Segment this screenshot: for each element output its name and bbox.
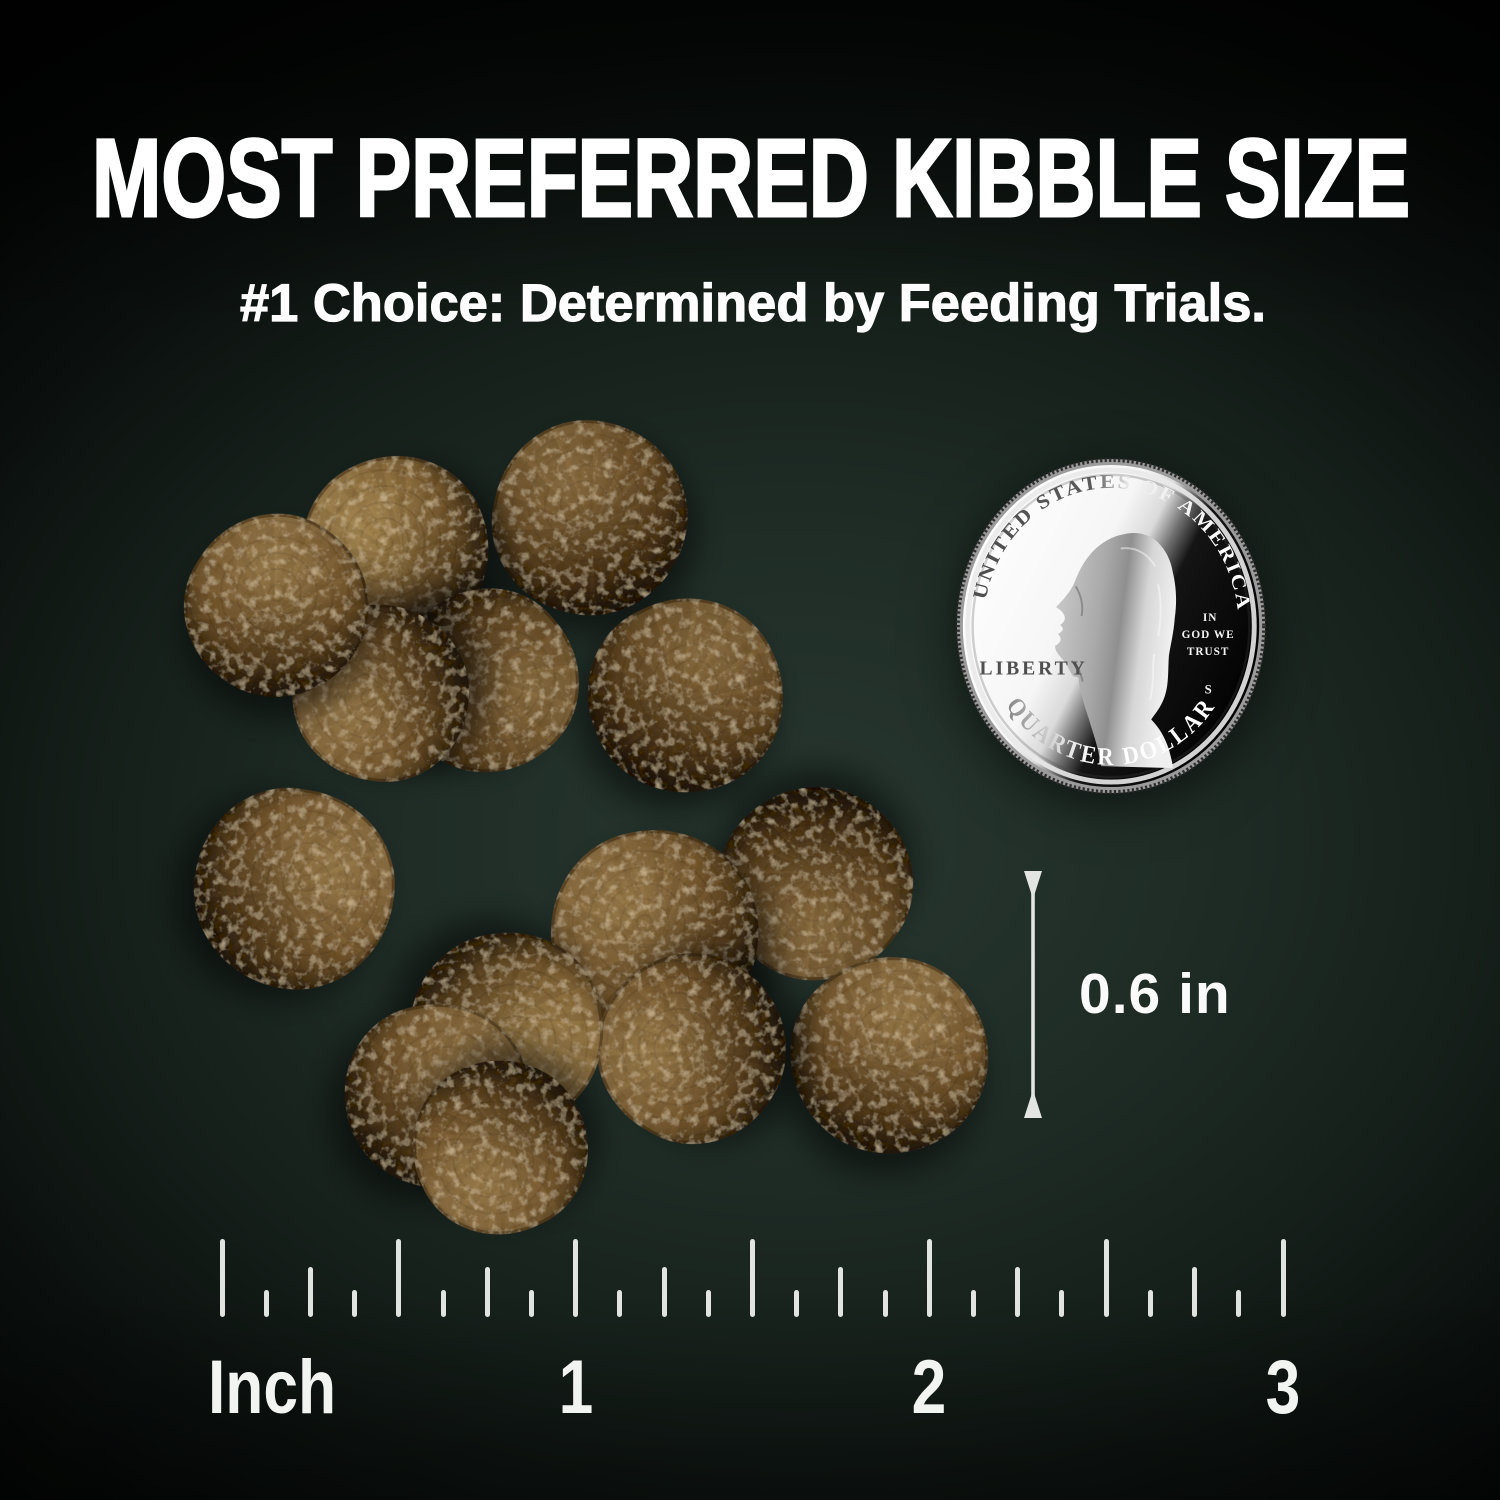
ruler-tick bbox=[352, 1290, 358, 1317]
bust-face-shading bbox=[1071, 585, 1084, 682]
coin-mint-mark: S bbox=[1205, 683, 1212, 697]
ruler-tick bbox=[617, 1290, 623, 1317]
dimension-arrow-line bbox=[1031, 879, 1035, 1110]
ruler-tick bbox=[573, 1239, 579, 1317]
ruler-tick bbox=[661, 1267, 667, 1317]
ruler-tick bbox=[1015, 1267, 1021, 1317]
header: MOST PREFERRED KIBBLE SIZE #1 Choice: De… bbox=[91, 116, 1412, 334]
ruler-number: 2 bbox=[911, 1345, 947, 1430]
page-subtitle: #1 Choice: Determined by Feeding Trials. bbox=[240, 274, 1266, 333]
ruler-tick bbox=[838, 1267, 844, 1317]
ruler-tick bbox=[1192, 1267, 1198, 1317]
ruler-number: 1 bbox=[558, 1345, 593, 1430]
coin-motto-line-3: TRUST bbox=[1187, 646, 1229, 658]
ruler-tick bbox=[1059, 1290, 1065, 1317]
ruler-tick bbox=[882, 1290, 888, 1317]
ruler-tick bbox=[307, 1267, 313, 1317]
quarter-coin-graphic: UNITED STATES OF AMERICA QUARTER DOLLAR … bbox=[955, 457, 1267, 795]
washington-bust bbox=[1055, 532, 1177, 769]
ruler-tick bbox=[396, 1239, 402, 1317]
coin-motto-line-2: GOD WE bbox=[1182, 629, 1235, 641]
dimension-arrow bbox=[1024, 871, 1042, 1118]
coin-rim-inner-line bbox=[971, 473, 1251, 779]
ruler-number: 3 bbox=[1265, 1345, 1301, 1430]
ruler-tick bbox=[1280, 1239, 1286, 1317]
bust-hair-detail bbox=[1120, 547, 1162, 700]
ruler-tick bbox=[484, 1267, 490, 1317]
ruler-tick bbox=[926, 1239, 932, 1317]
ruler-tick bbox=[750, 1239, 755, 1317]
page-title: MOST PREFERRED KIBBLE SIZE bbox=[92, 117, 1410, 240]
ruler-tick bbox=[705, 1290, 711, 1317]
ruler-tick bbox=[440, 1290, 446, 1317]
ruler-tick bbox=[794, 1290, 800, 1317]
ruler-tick bbox=[528, 1290, 534, 1317]
size-label: 0.6 in bbox=[1079, 962, 1231, 1026]
ruler-tick bbox=[263, 1290, 269, 1317]
ruler-tick bbox=[1236, 1290, 1242, 1317]
coin-motto-line-1: IN bbox=[1203, 612, 1217, 624]
ruler-tick bbox=[971, 1290, 977, 1317]
coin-edge-ridges bbox=[955, 457, 1267, 795]
ruler-tick bbox=[219, 1239, 225, 1317]
ruler-tick bbox=[1103, 1239, 1109, 1317]
ruler-unit-label: Inch bbox=[207, 1345, 337, 1430]
coin-rim bbox=[965, 467, 1257, 785]
coin-liberty: LIBERTY bbox=[980, 658, 1088, 680]
ruler-tick bbox=[1147, 1290, 1153, 1317]
quarter-coin: UNITED STATES OF AMERICA QUARTER DOLLAR … bbox=[954, 457, 1268, 795]
